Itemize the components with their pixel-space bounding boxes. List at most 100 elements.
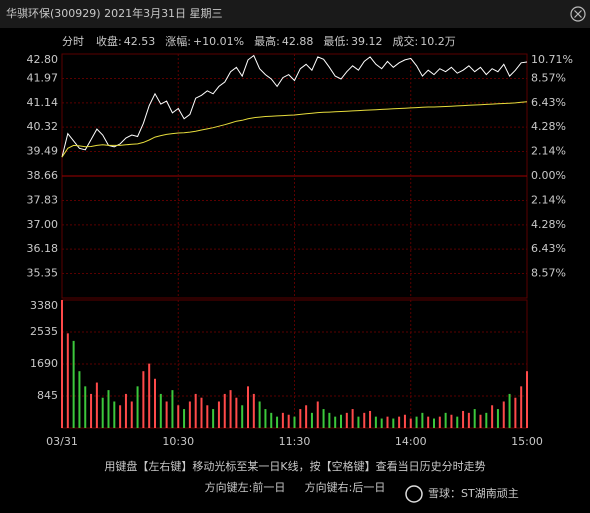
volume-bar [392, 418, 395, 428]
volume-bar [90, 393, 93, 428]
volume-bar [194, 393, 197, 428]
y-tick-label: 41.97 [27, 71, 59, 84]
volume-bar [247, 386, 249, 428]
volume-bar [124, 393, 127, 428]
volume-bar [467, 412, 470, 428]
volume-bar [345, 412, 348, 428]
volume-bar [316, 401, 319, 428]
volume-bar [340, 414, 342, 428]
volume-bar [270, 412, 273, 428]
volume-bar [78, 371, 81, 428]
volume-bar [514, 397, 517, 428]
volume-bar [520, 386, 523, 428]
y2-tick-label: 8.57% [531, 71, 566, 84]
y2-tick-label: 6.43% [531, 242, 566, 255]
volume-bar [374, 416, 377, 428]
volume-bar [148, 363, 151, 428]
watermark: 雪球：ST湖南顽主 [428, 486, 519, 500]
volume-bar [159, 393, 162, 428]
volume-bar [142, 371, 145, 428]
y2-tick-label: 10.71% [531, 53, 573, 66]
volume-bar [473, 409, 476, 428]
y2-tick-label: 2.14% [531, 193, 566, 206]
volume-bar [223, 393, 226, 428]
volume-bar [299, 409, 302, 428]
y2-tick-label: 8.57% [531, 267, 566, 280]
volume-bar [357, 416, 360, 428]
info-value: 10.2万 [420, 35, 456, 48]
x-tick-label: 03/31 [46, 435, 78, 448]
title-bar [0, 0, 590, 28]
info-label: 分时 [62, 35, 84, 48]
volume-bar [252, 393, 255, 428]
volume-bar [188, 401, 191, 428]
volume-bar [113, 401, 116, 428]
info-label: 收盘: [96, 34, 122, 48]
hint-text: 方向键右:后一日 [305, 480, 386, 494]
volume-bar [212, 409, 215, 428]
volume-bar [310, 412, 313, 428]
volume-bar [433, 418, 435, 428]
y-tick-label: 3380 [30, 299, 58, 312]
info-value: +10.01% [193, 35, 244, 48]
volume-bar [183, 409, 186, 428]
volume-bar [287, 414, 290, 428]
volume-bar [136, 386, 139, 428]
volume-bar [101, 397, 104, 428]
x-tick-label: 11:30 [279, 435, 311, 448]
y-tick-label: 38.66 [27, 169, 59, 182]
volume-bar [154, 378, 156, 428]
y2-tick-label: 6.43% [531, 96, 566, 109]
info-value: 42.88 [282, 35, 314, 48]
info-value: 39.12 [351, 35, 383, 48]
price-line [61, 54, 528, 158]
average-line [61, 101, 528, 158]
y-tick-label: 39.49 [27, 145, 59, 158]
info-label: 最低: [323, 35, 349, 48]
volume-bar [351, 409, 354, 428]
volume-bar [427, 416, 430, 428]
y-tick-label: 37.83 [27, 193, 59, 206]
volume-bar [450, 414, 453, 428]
volume-bar [235, 397, 238, 428]
volume-bar [380, 418, 383, 428]
volume-bar [491, 405, 494, 428]
close-button[interactable] [570, 6, 586, 22]
volume-bar [363, 412, 366, 428]
volume-bar [415, 416, 418, 428]
hint-text: 方向键左:前一日 [205, 480, 286, 494]
volume-bar [293, 416, 296, 428]
volume-bar [72, 340, 75, 428]
volume-bar [84, 386, 87, 428]
volume-bar [95, 382, 98, 428]
volume-bar [130, 401, 133, 428]
volume-bar [328, 412, 331, 428]
y2-tick-label: 0.00% [531, 169, 566, 182]
volume-bar [119, 405, 122, 428]
y-tick-label: 42.80 [27, 53, 59, 66]
y-tick-label: 36.18 [27, 242, 59, 255]
volume-bar [276, 416, 279, 428]
info-label: 涨幅: [165, 35, 191, 48]
x-tick-label: 10:30 [162, 435, 194, 448]
x-tick-label: 15:00 [511, 435, 543, 448]
info-label: 成交: [393, 34, 419, 48]
volume-bar [217, 401, 220, 428]
y2-tick-label: 4.28% [531, 218, 566, 231]
y-tick-label: 41.14 [27, 96, 59, 109]
volume-bar [229, 390, 232, 428]
volume-bar [206, 405, 209, 428]
hint-text: 用键盘【左右键】移动光标至某一日K线，按【空格键】查看当日历史分时走势 [104, 459, 485, 473]
volume-bar [456, 416, 459, 428]
volume-bar [403, 414, 406, 428]
volume-bar [485, 412, 488, 428]
volume-bar [322, 409, 325, 428]
y-tick-label: 845 [37, 389, 58, 402]
volume-bar [241, 405, 244, 428]
volume-bar [171, 390, 174, 428]
volume-bar [409, 418, 412, 428]
volume-bar [398, 416, 401, 428]
volume-bar [66, 333, 69, 428]
volume-bar [200, 397, 203, 428]
y-tick-label: 1690 [30, 357, 58, 370]
